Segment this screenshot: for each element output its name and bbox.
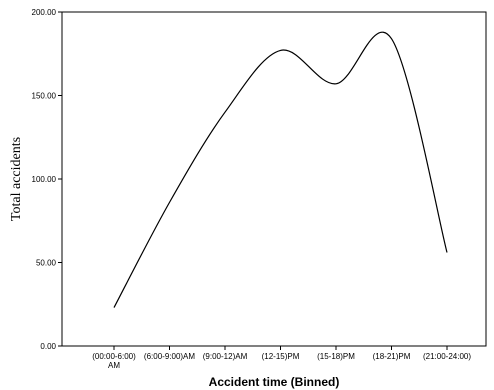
x-tick-label-line: (9:00-12)AM — [203, 352, 248, 361]
x-tick-label-line: (6:00-9:00)AM — [144, 352, 195, 361]
x-tick-label: (9:00-12)AM — [203, 352, 248, 361]
y-axis: 0.00 50.00 100.00 150.00 200.00 — [32, 8, 62, 351]
x-tick-label-line: AM — [108, 361, 120, 370]
series-line — [113, 31, 448, 308]
x-tick-label: (18-21)PM — [373, 352, 411, 361]
x-tick-label: (21:00-24:00) — [423, 352, 471, 361]
x-tick-label-line: (18-21)PM — [373, 352, 411, 361]
x-axis-title: Accident time (Binned) — [209, 375, 340, 389]
y-tick-label: 50.00 — [36, 259, 57, 268]
y-tick-label: 150.00 — [32, 92, 57, 101]
x-tick-label: (6:00-9:00)AM — [144, 352, 195, 361]
x-tick-label-line: (00:00-6:00) — [92, 352, 136, 361]
x-tick-label: (00:00-6:00) AM — [92, 352, 136, 370]
x-tick-label-line: (15-18)PM — [317, 352, 355, 361]
x-tick-label-line: (12-15)PM — [262, 352, 300, 361]
x-tick-label: (15-18)PM — [317, 352, 355, 361]
y-axis-title: Total accidents — [9, 137, 24, 221]
x-axis: (00:00-6:00) AM (6:00-9:00)AM (9:00-12)AM (1… — [92, 346, 471, 370]
y-tick-label: 100.00 — [32, 175, 57, 184]
y-tick-label: 0.00 — [40, 342, 56, 351]
plot-frame — [61, 11, 487, 347]
y-tick-label: 200.00 — [32, 8, 57, 17]
x-tick-label: (12-15)PM — [262, 352, 300, 361]
x-tick-label-line: (21:00-24:00) — [423, 352, 471, 361]
